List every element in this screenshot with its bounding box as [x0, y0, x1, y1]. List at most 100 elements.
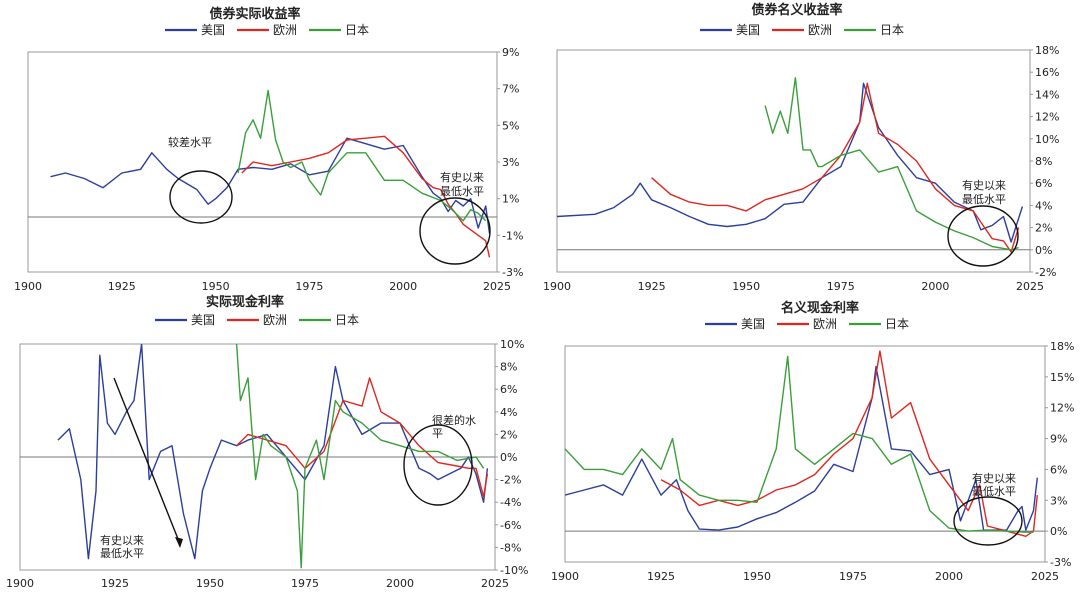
plot-frame — [556, 49, 1031, 273]
annotation-text: 最低水平 — [972, 485, 1016, 498]
y-tick-label: 6% — [1035, 177, 1052, 190]
y-tick-label: -3% — [1050, 556, 1071, 569]
y-tick-label: 6% — [1050, 463, 1067, 476]
y-tick-label: 3% — [502, 156, 519, 169]
y-tick-label: 15% — [1050, 371, 1074, 384]
legend-label: 美国 — [201, 23, 225, 37]
annotation-arrow — [113, 377, 181, 545]
series-line-欧洲 — [660, 350, 1038, 537]
y-tick-label: 1% — [502, 193, 519, 206]
series-line-日本 — [235, 344, 485, 569]
x-tick-label: 1900 — [14, 280, 42, 293]
y-tick-label: 2% — [1035, 222, 1052, 235]
series-line-日本 — [237, 89, 487, 222]
annotation-text: 最低水平 — [100, 547, 144, 560]
chart-title: 债券实际收益率 — [209, 6, 300, 22]
x-tick-label: 1950 — [743, 570, 771, 583]
y-tick-label: 3% — [1050, 494, 1067, 507]
y-tick-label: 0% — [1050, 525, 1067, 538]
y-tick-label: 14% — [1035, 88, 1059, 101]
x-tick-label: 1925 — [108, 280, 136, 293]
legend-label: 日本 — [335, 313, 359, 327]
chart-title: 名义现金利率 — [781, 300, 859, 316]
series-line-日本 — [565, 355, 1034, 533]
y-tick-label: 0% — [500, 451, 517, 464]
y-tick-label: 9% — [1050, 433, 1067, 446]
x-tick-label: 1900 — [543, 280, 571, 293]
y-tick-label: 12% — [1035, 111, 1059, 124]
y-tick-label: -8% — [500, 541, 521, 554]
x-tick-label: 1950 — [202, 280, 230, 293]
legend-label: 日本 — [880, 23, 904, 37]
y-tick-label: 9% — [502, 46, 519, 59]
series-line-美国 — [50, 137, 491, 234]
y-tick-label: 12% — [1050, 402, 1074, 415]
x-tick-label: 2000 — [921, 280, 949, 293]
chart-title: 实际现金利率 — [206, 294, 284, 310]
x-tick-label: 2025 — [1016, 280, 1044, 293]
x-tick-label: 2000 — [386, 577, 414, 590]
y-tick-label: 18% — [1035, 44, 1059, 57]
y-tick-label: 4% — [500, 406, 517, 419]
x-tick-label: 1975 — [295, 280, 323, 293]
series-line-美国 — [565, 365, 1038, 531]
annotation-text: 有史以来 — [972, 471, 1016, 485]
highlight-circle — [403, 424, 473, 506]
x-tick-label: 1900 — [6, 577, 34, 590]
series-line-美国 — [557, 82, 1024, 243]
y-tick-label: -1% — [502, 229, 523, 242]
legend-label: 美国 — [736, 23, 760, 37]
x-tick-label: 1950 — [732, 280, 760, 293]
x-tick-label: 1925 — [638, 280, 666, 293]
chart-title: 债券名义收益率 — [751, 2, 842, 18]
arrow-head — [175, 537, 183, 548]
annotation-text: 有史以来 — [100, 533, 144, 547]
annotation-text: 平 — [432, 427, 443, 440]
y-tick-label: 2% — [500, 428, 517, 441]
y-tick-label: 10% — [500, 338, 524, 351]
x-tick-label: 2025 — [481, 577, 509, 590]
highlight-circle — [419, 197, 491, 265]
annotation-text: 最低水平 — [962, 193, 1006, 206]
series-line-日本 — [764, 77, 1019, 251]
x-tick-label: 1925 — [101, 577, 129, 590]
plot-frame — [27, 51, 498, 273]
legend-label: 欧洲 — [273, 23, 297, 37]
series-line-欧洲 — [236, 377, 489, 498]
annotation-text: 最低水平 — [440, 185, 484, 198]
highlight-circle — [169, 170, 233, 224]
y-tick-label: -2% — [1035, 266, 1056, 279]
legend-label: 欧洲 — [263, 313, 287, 327]
annotation-text: 很差的水 — [432, 413, 476, 427]
y-tick-label: -3% — [502, 266, 523, 279]
y-tick-label: 18% — [1050, 340, 1074, 353]
y-tick-label: 10% — [1035, 133, 1059, 146]
highlight-circle — [947, 205, 1019, 267]
y-tick-label: -6% — [500, 519, 521, 532]
legend-label: 美国 — [191, 313, 215, 327]
x-tick-label: 1975 — [827, 280, 855, 293]
y-tick-label: 6% — [500, 383, 517, 396]
annotation-text: 有史以来 — [440, 170, 484, 184]
x-tick-label: 2025 — [483, 280, 511, 293]
legend-label: 欧洲 — [813, 317, 837, 331]
x-tick-label: 1950 — [196, 577, 224, 590]
x-tick-label: 1925 — [647, 570, 675, 583]
y-tick-label: 16% — [1035, 66, 1059, 79]
series-line-欧洲 — [651, 82, 1020, 253]
y-tick-label: 7% — [502, 83, 519, 96]
legend-label: 美国 — [741, 317, 765, 331]
plot-frame — [564, 345, 1046, 563]
y-tick-label: 8% — [500, 361, 517, 374]
annotation-text: 较差水平 — [168, 135, 212, 149]
x-tick-label: 2000 — [935, 570, 963, 583]
legend-label: 日本 — [885, 317, 909, 331]
x-tick-label: 1900 — [551, 570, 579, 583]
y-tick-label: 5% — [502, 119, 519, 132]
x-tick-label: 2000 — [389, 280, 417, 293]
annotation-text: 有史以来 — [962, 178, 1006, 192]
x-tick-label: 1975 — [291, 577, 319, 590]
